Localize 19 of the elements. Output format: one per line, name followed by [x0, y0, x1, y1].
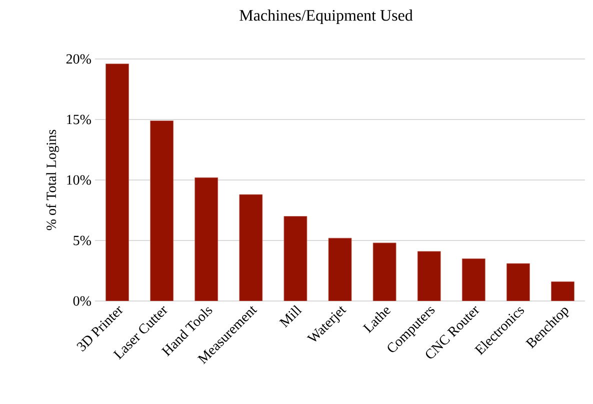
bar [372, 242, 396, 301]
bar [328, 238, 352, 301]
y-tick-label: 5% [74, 236, 91, 246]
chart-title: Machines/Equipment Used [240, 10, 413, 24]
bar [194, 177, 218, 301]
y-tick-label: 20% [66, 54, 91, 64]
bar [284, 216, 308, 301]
bar [506, 263, 530, 301]
y-tick-label: 0% [73, 296, 91, 306]
bar [551, 281, 574, 301]
bar [462, 258, 486, 301]
bar [239, 194, 263, 301]
bar [417, 251, 441, 301]
y-tick-label: 15% [67, 114, 91, 124]
y-axis-title: % of Total Logins [46, 130, 59, 230]
y-tick-label: 10% [67, 175, 91, 185]
bar [150, 120, 174, 301]
bar [106, 64, 129, 301]
x-tick-label: Mill [279, 305, 302, 328]
